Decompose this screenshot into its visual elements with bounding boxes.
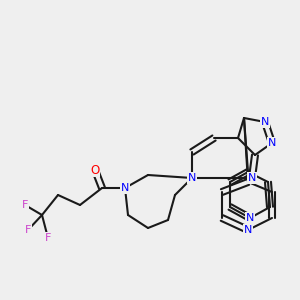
Text: O: O <box>90 164 100 176</box>
Text: N: N <box>246 213 254 223</box>
Text: F: F <box>22 200 28 210</box>
Text: F: F <box>25 225 31 235</box>
Text: N: N <box>244 225 252 235</box>
Text: N: N <box>268 138 276 148</box>
Text: N: N <box>261 117 269 127</box>
Text: F: F <box>45 233 51 243</box>
Text: N: N <box>248 173 256 183</box>
Text: N: N <box>121 183 129 193</box>
Text: N: N <box>188 173 196 183</box>
